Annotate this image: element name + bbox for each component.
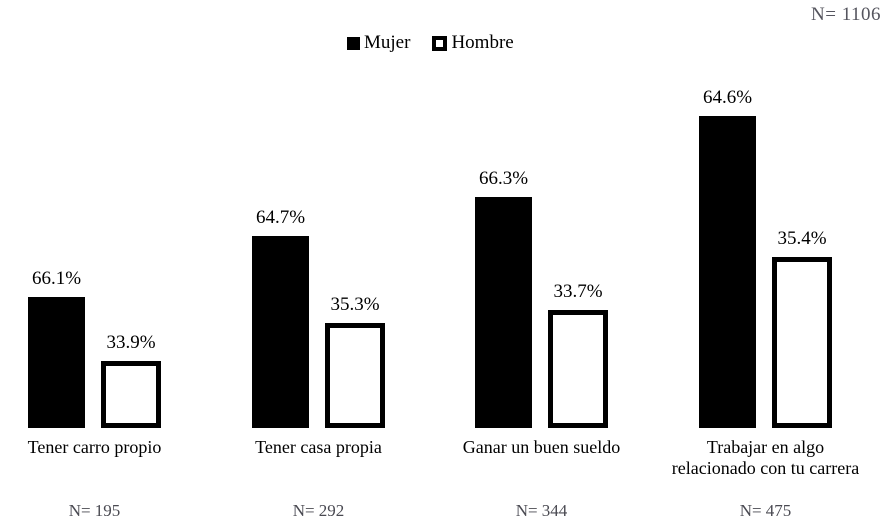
bar-hombre-3	[548, 310, 608, 428]
legend-item-mujer: Mujer	[347, 32, 410, 54]
legend-label-mujer: Mujer	[364, 32, 411, 53]
group-n-label-4: N= 475	[739, 501, 792, 520]
bar-hombre-1	[101, 361, 161, 428]
group-n-label-3: N= 344	[515, 501, 568, 520]
hombre-swatch-icon	[432, 35, 448, 51]
bar-mujer-2	[252, 236, 309, 428]
category-label-3: Ganar un buen sueldo	[462, 437, 621, 457]
mujer-swatch-icon	[347, 36, 360, 50]
percent-label-mujer-1: 66.1%	[31, 268, 82, 289]
percent-label-hombre-2: 35.3%	[330, 294, 380, 315]
bar-hombre-2	[325, 323, 385, 428]
percent-label-mujer-2: 64.7%	[255, 207, 306, 228]
percent-label-mujer-3: 66.3%	[478, 168, 529, 189]
group-n-label-2: N= 292	[292, 501, 345, 520]
percent-label-hombre-3: 33.7%	[553, 281, 603, 302]
percent-label-mujer-4: 64.6%	[702, 87, 753, 108]
bar-mujer-4	[699, 116, 756, 428]
total-n-label: N= 1106	[811, 4, 881, 25]
category-label-4: Trabajar en algo relacionado con tu carr…	[671, 437, 860, 478]
group-n-label-1: N= 195	[68, 501, 121, 520]
legend: Mujer Hombre	[347, 32, 514, 54]
legend-item-hombre: Hombre	[432, 32, 514, 54]
bar-hombre-4	[772, 257, 832, 428]
category-label-2: Tener casa propia	[255, 437, 382, 457]
bar-mujer-1	[28, 297, 85, 428]
category-label-1: Tener carro propio	[27, 437, 162, 457]
percent-label-hombre-1: 33.9%	[106, 332, 156, 353]
percent-label-hombre-4: 35.4%	[777, 228, 827, 249]
legend-label-hombre: Hombre	[451, 32, 514, 53]
bar-mujer-3	[475, 197, 532, 428]
